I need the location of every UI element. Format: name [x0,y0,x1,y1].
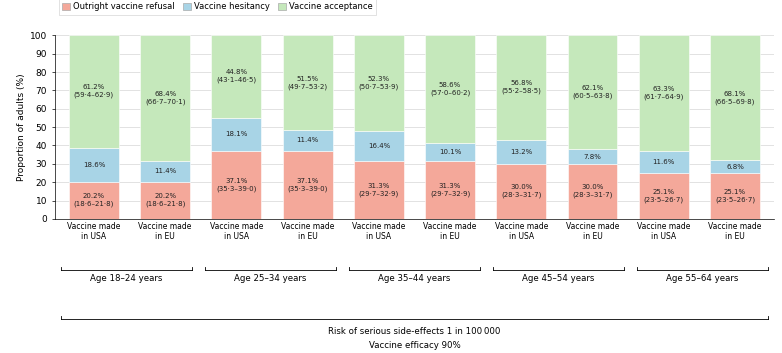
Text: 11.6%: 11.6% [653,159,675,165]
Text: 11.4%: 11.4% [296,137,319,143]
Bar [710,160,760,173]
Text: 25.1%
(23·5–26·7): 25.1% (23·5–26·7) [715,189,755,203]
Bar [282,130,332,151]
Bar [211,35,261,118]
Text: Age 25–34 years: Age 25–34 years [235,274,307,282]
Text: 58.6%
(57·0–60·2): 58.6% (57·0–60·2) [430,82,470,96]
Text: 61.2%
(59·4–62·9): 61.2% (59·4–62·9) [74,84,114,98]
Bar [497,164,547,219]
Bar [639,151,689,173]
Text: 6.8%: 6.8% [726,163,744,169]
Bar [568,164,618,219]
Y-axis label: Proportion of adults (%): Proportion of adults (%) [16,73,26,181]
Bar [282,35,332,130]
Text: 30.0%
(28·3–31·7): 30.0% (28·3–31·7) [572,184,613,198]
Bar [211,118,261,151]
Bar [140,182,190,219]
Bar [140,161,190,182]
Text: 68.1%
(66·5–69·8): 68.1% (66·5–69·8) [715,91,755,105]
Bar [497,35,547,139]
Bar [69,35,119,148]
Bar [69,182,119,219]
Bar [425,143,475,161]
Text: 31.3%
(29·7–32·9): 31.3% (29·7–32·9) [359,183,399,197]
Text: 63.3%
(61·7–64·9): 63.3% (61·7–64·9) [644,86,684,100]
Bar [639,173,689,219]
Text: Age 18–24 years: Age 18–24 years [91,274,163,282]
Bar [354,131,404,161]
Legend: Outright vaccine refusal, Vaccine hesitancy, Vaccine acceptance: Outright vaccine refusal, Vaccine hesita… [59,0,376,15]
Bar [568,36,618,149]
Text: 13.2%: 13.2% [510,149,533,155]
Text: Risk of serious side-effects 1 in 100 000: Risk of serious side-effects 1 in 100 00… [328,327,500,335]
Bar [568,149,618,164]
Text: 18.6%: 18.6% [83,162,105,168]
Text: 30.0%
(28·3–31·7): 30.0% (28·3–31·7) [501,184,541,198]
Text: 16.4%: 16.4% [368,143,390,149]
Bar [211,151,261,219]
Bar [425,161,475,219]
Text: 37.1%
(35·3–39·0): 37.1% (35·3–39·0) [216,178,256,192]
Text: 25.1%
(23·5–26·7): 25.1% (23·5–26·7) [644,189,683,203]
Text: 31.3%
(29·7–32·9): 31.3% (29·7–32·9) [430,183,470,197]
Bar [69,148,119,182]
Bar [354,161,404,219]
Text: 20.2%
(18·6–21·8): 20.2% (18·6–21·8) [145,193,185,207]
Text: 20.2%
(18·6–21·8): 20.2% (18·6–21·8) [74,193,114,207]
Bar [710,173,760,219]
Text: 51.5%
(49·7–53·2): 51.5% (49·7–53·2) [288,76,328,90]
Text: Age 35–44 years: Age 35–44 years [378,274,450,282]
Text: 18.1%: 18.1% [225,131,248,137]
Text: Age 45–54 years: Age 45–54 years [522,274,594,282]
Text: 11.4%: 11.4% [154,168,176,174]
Text: 68.4%
(66·7–70·1): 68.4% (66·7–70·1) [145,91,185,105]
Text: 10.1%: 10.1% [439,149,461,155]
Bar [497,139,547,164]
Bar [282,151,332,219]
Bar [354,35,404,131]
Text: Vaccine efficacy 90%: Vaccine efficacy 90% [368,341,461,349]
Text: Age 55–64 years: Age 55–64 years [666,274,738,282]
Bar [140,35,190,161]
Text: 37.1%
(35·3–39·0): 37.1% (35·3–39·0) [288,178,328,192]
Text: 44.8%
(43·1–46·5): 44.8% (43·1–46·5) [217,70,256,83]
Bar [639,35,689,151]
Text: 52.3%
(50·7–53·9): 52.3% (50·7–53·9) [359,76,399,90]
Text: 56.8%
(55·2–58·5): 56.8% (55·2–58·5) [501,80,541,95]
Text: 7.8%: 7.8% [583,154,601,160]
Bar [425,35,475,143]
Bar [710,35,760,160]
Text: 62.1%
(60·5–63·8): 62.1% (60·5–63·8) [572,85,613,100]
